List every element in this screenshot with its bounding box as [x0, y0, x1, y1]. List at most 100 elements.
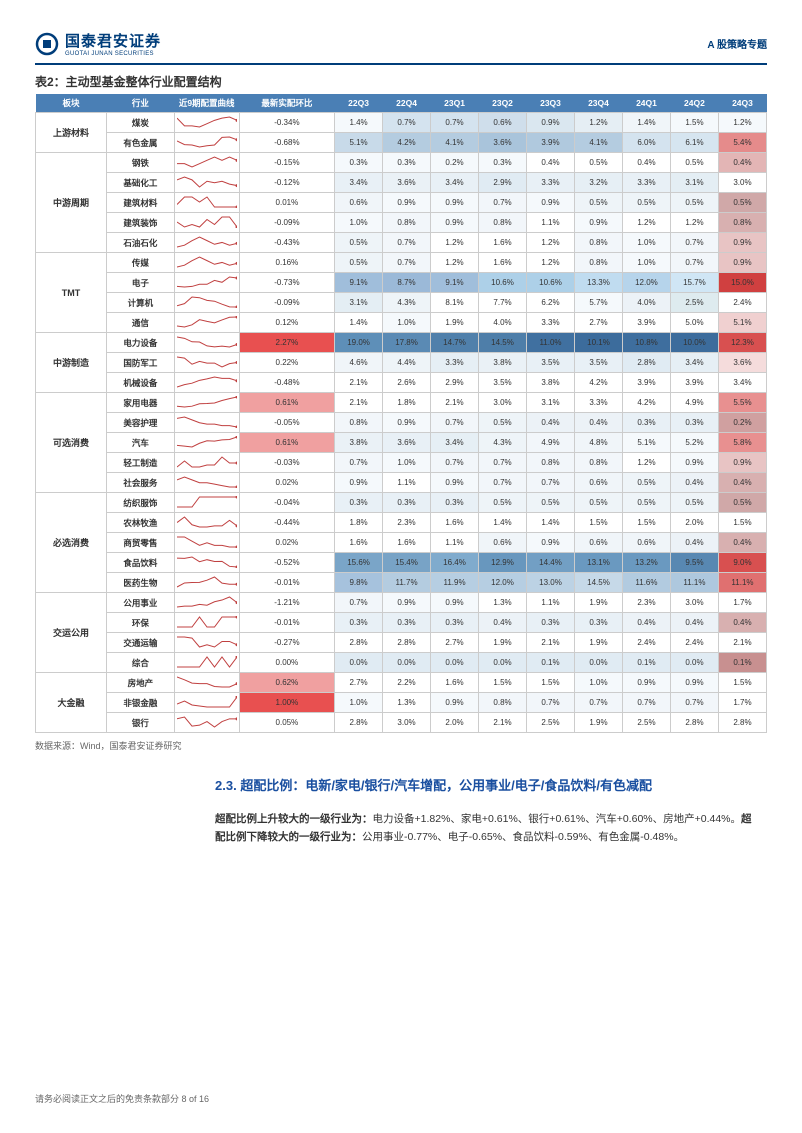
value-cell: 0.4% — [670, 613, 718, 633]
value-cell: 2.8% — [383, 633, 431, 653]
value-cell: 3.0% — [718, 173, 766, 193]
col-header: 最新实配环比 — [239, 94, 334, 113]
value-cell: 1.2% — [431, 253, 479, 273]
value-cell: 3.3% — [527, 173, 575, 193]
table-row: 中游周期钢铁-0.15%0.3%0.3%0.2%0.3%0.4%0.5%0.4%… — [36, 153, 767, 173]
value-cell: 4.2% — [622, 393, 670, 413]
table-row: 石油石化-0.43%0.5%0.7%1.2%1.6%1.2%0.8%1.0%0.… — [36, 233, 767, 253]
table-row: 综合0.00%0.0%0.0%0.0%0.0%0.1%0.0%0.1%0.0%0… — [36, 653, 767, 673]
logo-cn: 国泰君安证券 — [65, 30, 161, 51]
value-cell: 0.7% — [527, 473, 575, 493]
ratio-cell: 0.61% — [239, 433, 334, 453]
sparkline-cell — [174, 613, 239, 633]
value-cell: 4.6% — [335, 353, 383, 373]
table-row: 社会服务0.02%0.9%1.1%0.9%0.7%0.7%0.6%0.5%0.4… — [36, 473, 767, 493]
sparkline-cell — [174, 133, 239, 153]
value-cell: 0.1% — [718, 653, 766, 673]
sector-cell: 中游周期 — [36, 153, 107, 253]
value-cell: 13.2% — [622, 553, 670, 573]
col-header: 23Q3 — [527, 94, 575, 113]
industry-cell: 国防军工 — [107, 353, 175, 373]
value-cell: 1.2% — [622, 453, 670, 473]
industry-cell: 交通运输 — [107, 633, 175, 653]
value-cell: 3.1% — [527, 393, 575, 413]
value-cell: 0.6% — [574, 533, 622, 553]
value-cell: 4.0% — [479, 313, 527, 333]
value-cell: 1.5% — [670, 113, 718, 133]
value-cell: 0.1% — [527, 653, 575, 673]
value-cell: 3.5% — [574, 353, 622, 373]
sparkline-cell — [174, 253, 239, 273]
value-cell: 1.0% — [383, 313, 431, 333]
table-row: 大金融房地产0.62%2.7%2.2%1.6%1.5%1.5%1.0%0.9%0… — [36, 673, 767, 693]
value-cell: 0.9% — [527, 193, 575, 213]
value-cell: 2.5% — [527, 713, 575, 733]
sparkline-cell — [174, 313, 239, 333]
value-cell: 2.7% — [431, 633, 479, 653]
value-cell: 0.5% — [718, 493, 766, 513]
value-cell: 2.8% — [622, 353, 670, 373]
value-cell: 1.2% — [431, 233, 479, 253]
value-cell: 0.9% — [718, 453, 766, 473]
value-cell: 3.8% — [335, 433, 383, 453]
value-cell: 3.1% — [670, 173, 718, 193]
value-cell: 0.5% — [622, 473, 670, 493]
header-topic: A 股策略专题 — [707, 36, 767, 51]
value-cell: 0.0% — [383, 653, 431, 673]
value-cell: 3.0% — [670, 593, 718, 613]
value-cell: 1.2% — [574, 113, 622, 133]
sparkline-cell — [174, 453, 239, 473]
industry-cell: 传媒 — [107, 253, 175, 273]
value-cell: 5.1% — [718, 313, 766, 333]
value-cell: 1.6% — [383, 533, 431, 553]
value-cell: 15.7% — [670, 273, 718, 293]
value-cell: 0.5% — [574, 153, 622, 173]
value-cell: 1.5% — [718, 513, 766, 533]
value-cell: 0.9% — [622, 673, 670, 693]
table-row: 医药生物-0.01%9.8%11.7%11.9%12.0%13.0%14.5%1… — [36, 573, 767, 593]
value-cell: 8.1% — [431, 293, 479, 313]
value-cell: 0.4% — [574, 413, 622, 433]
value-cell: 17.8% — [383, 333, 431, 353]
value-cell: 3.3% — [574, 393, 622, 413]
value-cell: 3.2% — [574, 173, 622, 193]
value-cell: 2.8% — [335, 713, 383, 733]
value-cell: 2.1% — [479, 713, 527, 733]
value-cell: 2.4% — [622, 633, 670, 653]
table-row: 非银金融1.00%1.0%1.3%0.9%0.8%0.7%0.7%0.7%0.7… — [36, 693, 767, 713]
sparkline-cell — [174, 513, 239, 533]
value-cell: 5.0% — [670, 313, 718, 333]
value-cell: 3.4% — [431, 433, 479, 453]
value-cell: 12.0% — [622, 273, 670, 293]
value-cell: 0.4% — [670, 533, 718, 553]
ratio-cell: -0.73% — [239, 273, 334, 293]
value-cell: 14.4% — [527, 553, 575, 573]
value-cell: 0.7% — [479, 193, 527, 213]
value-cell: 0.7% — [383, 253, 431, 273]
value-cell: 1.5% — [527, 673, 575, 693]
logo-en: GUOTAI JUNAN SECURITIES — [65, 51, 161, 57]
value-cell: 1.2% — [622, 213, 670, 233]
value-cell: 2.0% — [431, 713, 479, 733]
col-header: 22Q4 — [383, 94, 431, 113]
sparkline-cell — [174, 633, 239, 653]
value-cell: 1.5% — [574, 513, 622, 533]
value-cell: 0.5% — [335, 233, 383, 253]
ratio-cell: 0.02% — [239, 533, 334, 553]
industry-cell: 环保 — [107, 613, 175, 633]
value-cell: 1.6% — [431, 513, 479, 533]
value-cell: 6.1% — [670, 133, 718, 153]
value-cell: 0.5% — [479, 493, 527, 513]
value-cell: 0.3% — [383, 493, 431, 513]
value-cell: 0.3% — [431, 613, 479, 633]
value-cell: 2.1% — [335, 393, 383, 413]
value-cell: 1.1% — [527, 593, 575, 613]
value-cell: 3.0% — [479, 393, 527, 413]
table-row: 农林牧渔-0.44%1.8%2.3%1.6%1.4%1.4%1.5%1.5%2.… — [36, 513, 767, 533]
table-row: 轻工制造-0.03%0.7%1.0%0.7%0.7%0.8%0.8%1.2%0.… — [36, 453, 767, 473]
industry-cell: 钢铁 — [107, 153, 175, 173]
value-cell: 0.8% — [479, 693, 527, 713]
table-row: 可选消费家用电器0.61%2.1%1.8%2.1%3.0%3.1%3.3%4.2… — [36, 393, 767, 413]
ratio-cell: 0.62% — [239, 673, 334, 693]
industry-cell: 公用事业 — [107, 593, 175, 613]
